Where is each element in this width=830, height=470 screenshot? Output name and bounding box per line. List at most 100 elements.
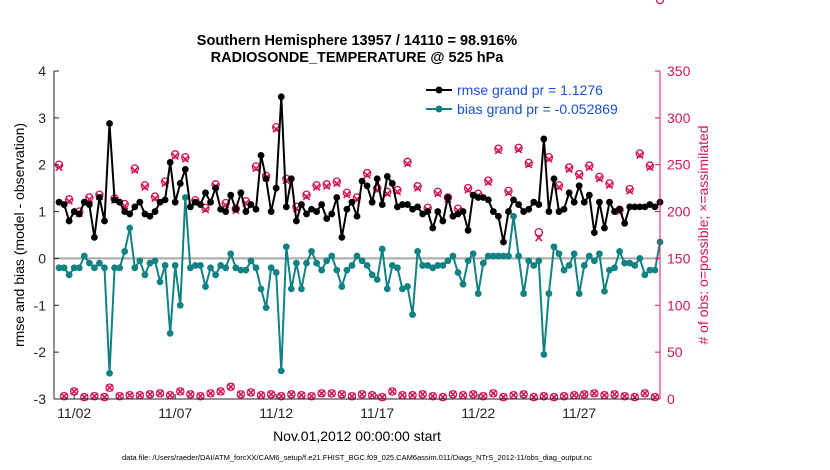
rmse-point	[429, 224, 437, 232]
bias-point	[247, 257, 255, 265]
rmse-point	[262, 175, 270, 183]
assimilated-obs-marker	[312, 183, 321, 191]
rmse-point	[181, 166, 189, 173]
rmse-point	[479, 194, 487, 201]
bias-point	[298, 285, 305, 293]
rmse-point	[510, 196, 517, 204]
bias-point	[505, 252, 512, 260]
bias-point	[186, 264, 194, 272]
possible-obs-marker	[287, 390, 296, 399]
possible-obs-marker	[564, 163, 574, 172]
rmse-point	[444, 194, 452, 201]
series-layer	[54, 0, 665, 402]
assimilated-obs-marker	[484, 178, 493, 187]
possible-obs-marker	[640, 389, 650, 398]
possible-obs-marker	[362, 168, 372, 178]
x-tick-label: 11/27	[562, 405, 596, 421]
y-left-tick-label: 0	[38, 250, 46, 266]
rmse-point	[363, 182, 371, 190]
rmse-point	[338, 233, 346, 241]
rmse-point	[545, 208, 553, 215]
rmse-point	[636, 203, 644, 211]
bias-point	[141, 271, 149, 279]
bias-point	[606, 266, 613, 274]
bias-point	[217, 262, 225, 269]
rmse-point	[378, 201, 386, 208]
possible-obs-marker	[175, 387, 185, 396]
bias-point	[252, 264, 260, 272]
bias-point	[232, 264, 240, 272]
bias-point	[585, 252, 593, 260]
possible-obs-marker	[595, 172, 604, 182]
assimilated-obs-marker	[60, 392, 68, 400]
y-left-tick-label: 1	[38, 204, 46, 220]
rmse-point	[540, 135, 548, 143]
possible-obs-marker	[155, 389, 165, 398]
possible-obs-marker	[590, 389, 599, 398]
rmse-point	[293, 217, 300, 225]
rmse-point	[222, 208, 230, 215]
rmse-point	[388, 180, 396, 187]
possible-obs-marker	[519, 390, 528, 399]
rmse-point	[565, 189, 573, 197]
x-tick-label: 11/02	[57, 405, 91, 421]
assimilated-obs-marker	[333, 179, 341, 188]
assimilated-obs-marker	[398, 391, 407, 400]
bias-point	[282, 243, 290, 251]
assimilated-obs-marker	[575, 172, 583, 180]
bias-point	[641, 271, 649, 279]
rmse-point	[313, 208, 320, 215]
bias-point	[444, 257, 452, 265]
possible-obs-marker	[312, 181, 321, 190]
assimilated-obs-marker	[363, 171, 371, 179]
possible-obs-marker	[59, 391, 69, 401]
rmse-point	[601, 224, 608, 232]
y-left-tick-label: -2	[34, 344, 47, 360]
possible-obs-marker	[266, 390, 276, 399]
rmse-point	[232, 205, 240, 213]
assimilated-obs-marker	[358, 390, 366, 399]
legend-rmse-marker	[435, 86, 443, 94]
rmse-point	[111, 196, 118, 204]
possible-obs-marker	[645, 161, 655, 170]
assimilated-obs-marker	[504, 189, 513, 197]
assimilated-obs-marker	[257, 391, 265, 400]
possible-obs-marker	[302, 190, 311, 199]
bias-point	[399, 285, 406, 293]
rmse-point	[621, 219, 629, 227]
bias-point	[636, 255, 644, 262]
assimilated-obs-marker	[595, 175, 604, 183]
assimilated-obs-marker	[590, 389, 599, 398]
bias-point	[65, 271, 73, 279]
rmse-point	[298, 201, 305, 208]
bias-point	[510, 212, 517, 220]
bias-point	[626, 259, 634, 267]
rmse-point	[590, 229, 598, 237]
possible-obs-marker	[468, 390, 478, 399]
assimilated-obs-marker	[610, 390, 619, 399]
rmse-point	[575, 182, 583, 190]
assimilated-obs-marker	[287, 390, 296, 399]
rmse-point	[65, 217, 73, 225]
possible-obs-marker	[494, 144, 503, 154]
assimilated-obs-marker	[545, 155, 553, 163]
assimilated-obs-marker	[297, 391, 306, 400]
assimilated-obs-marker	[641, 389, 649, 398]
rmse-point	[333, 194, 341, 201]
assimilated-obs-marker	[226, 383, 235, 391]
possible-obs-marker	[655, 0, 665, 5]
rmse-point	[414, 203, 421, 211]
bias-point	[171, 262, 179, 269]
possible-obs-marker	[85, 193, 94, 202]
possible-obs-marker	[347, 391, 357, 401]
rmse-point	[489, 208, 497, 215]
assimilated-obs-marker	[70, 387, 78, 396]
bias-point	[333, 266, 341, 274]
assimilated-obs-marker	[171, 152, 179, 161]
bias-point	[212, 271, 220, 279]
bias-point	[621, 259, 629, 267]
possible-obs-marker	[216, 387, 225, 396]
possible-obs-marker	[605, 179, 614, 188]
y-right-tick-label: 0	[667, 391, 675, 407]
